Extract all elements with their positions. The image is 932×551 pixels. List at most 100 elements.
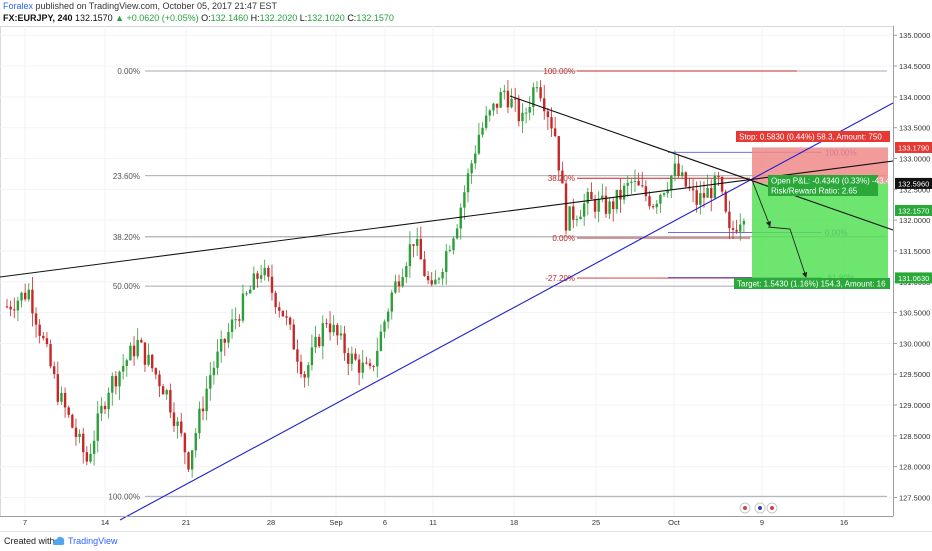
candle-body (466, 173, 470, 193)
candle-body (194, 433, 197, 451)
candles-layer (5, 80, 746, 478)
candle-body (158, 374, 161, 387)
candle-body (16, 300, 20, 311)
candle-body (89, 453, 92, 462)
red-fib-label: 100.00% (543, 67, 575, 76)
time-axis: 7 14 21 28 Sep 6 11 18 25 Oct 9 16 (0, 516, 893, 527)
candle-body (452, 238, 455, 251)
created-with-text: Created with (4, 536, 55, 546)
candle-body (670, 175, 673, 190)
candle-body (390, 292, 393, 312)
candle-body (673, 163, 677, 176)
publication-info: Foralex published on TradingView.com, Oc… (3, 1, 277, 11)
price-change: ▲ +0.0620 (+0.05%) (115, 13, 199, 23)
candle-body (655, 203, 658, 208)
price-tick-label: 130.0000 (899, 339, 930, 348)
candle-body (82, 433, 85, 453)
fib-level-label: 100.00% (108, 492, 140, 501)
price-tick-label: 128.0000 (899, 463, 930, 472)
candle-body (129, 345, 132, 361)
candle-body (332, 324, 335, 333)
candle-body (85, 452, 89, 462)
candle-body (238, 319, 241, 321)
candle-body (637, 180, 640, 186)
tradingview-logo-icon[interactable] (52, 535, 66, 549)
candle-body (564, 183, 568, 231)
candle-body (31, 289, 34, 314)
candle-body (684, 172, 688, 187)
price-axis: 135.0000 134.5000 134.0000 133.5000 133.0000… (893, 26, 932, 516)
candle-body (67, 407, 70, 415)
price-tick-label: 132.0000 (899, 216, 930, 225)
candle-body (20, 292, 23, 301)
price-badge-label: 133.1790 (898, 143, 929, 152)
candle-body (448, 250, 452, 252)
candle-body (553, 128, 557, 137)
time-tick-label: Oct (668, 518, 681, 527)
candle-body (34, 313, 38, 325)
arrow-leg-2 (767, 226, 808, 278)
candle-body (92, 440, 96, 454)
candle-body (310, 347, 314, 366)
candle-body (317, 336, 321, 347)
time-tick-label: 28 (267, 518, 275, 527)
candle-body (630, 181, 633, 183)
projection-arrows (751, 179, 808, 278)
candle-body (107, 392, 110, 410)
candle-body (45, 338, 49, 345)
candle-body (568, 206, 571, 231)
price-tick-label: 134.5000 (899, 62, 930, 71)
candle-body (702, 193, 706, 198)
candle-body (234, 319, 237, 321)
candle-body (176, 421, 179, 426)
candle-body (328, 323, 332, 333)
candle-body (626, 182, 629, 186)
candle-body (71, 414, 74, 428)
candle-body (510, 98, 513, 108)
symbol-label: FX:EURJPY, 240 (3, 13, 73, 23)
candle-body (521, 112, 524, 122)
candle-body (528, 107, 531, 113)
stop-label-bg (736, 131, 890, 142)
candle-body (376, 350, 379, 367)
candle-body (597, 199, 600, 212)
candle-body (230, 319, 234, 332)
open-label: O: (201, 13, 211, 23)
price-badge-label: 132.5960 (898, 179, 929, 188)
candle-body (441, 271, 444, 279)
candle-body (151, 354, 154, 369)
candle-body (397, 281, 401, 287)
candle-body (27, 289, 30, 300)
candle-body (187, 452, 190, 470)
candle-body (256, 273, 259, 279)
author-name[interactable]: Foralex (3, 1, 34, 11)
candle-body (299, 361, 303, 375)
candle-body (263, 267, 266, 276)
candle-body (524, 112, 528, 114)
stop-label-text: Stop: 0.5830 (0.44%) 58.3, Amount: 750 (739, 133, 882, 142)
candle-body (125, 360, 128, 366)
candle-body (274, 292, 277, 308)
candle-body (270, 276, 274, 293)
candle-body (140, 339, 143, 343)
price-tick-label: 129.0000 (899, 401, 930, 410)
candle-body (601, 195, 604, 200)
candle-body (434, 279, 437, 285)
alert-icon (739, 502, 751, 514)
candle-body (241, 293, 245, 321)
candle-body (419, 239, 423, 260)
candle-body (307, 365, 310, 378)
candle-body (285, 316, 288, 318)
candle-body (372, 365, 375, 367)
candle-body (514, 98, 517, 100)
fib-level-label: 50.00% (113, 282, 140, 291)
candle-body (619, 189, 622, 200)
candle-body (314, 336, 317, 348)
fib-level-label: 23.60% (113, 172, 140, 181)
candle-body (161, 386, 165, 395)
tradingview-brand[interactable]: TradingView (68, 536, 118, 546)
candle-body (662, 193, 666, 195)
high-value: 132.2020 (259, 13, 298, 23)
candle-body (557, 136, 560, 171)
